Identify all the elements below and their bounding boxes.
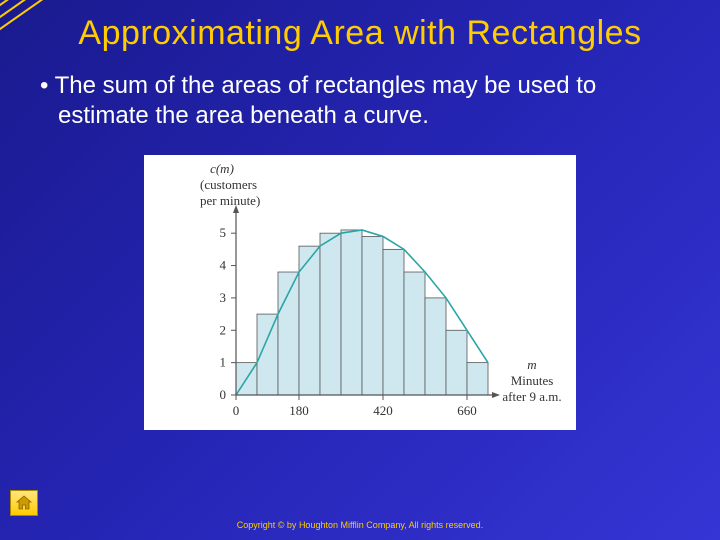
slide-title: Approximating Area with Rectangles xyxy=(0,0,720,53)
svg-text:Minutes: Minutes xyxy=(511,373,554,388)
svg-text:(customers: (customers xyxy=(200,177,257,192)
svg-text:3: 3 xyxy=(220,290,227,305)
svg-text:1: 1 xyxy=(220,355,227,370)
svg-text:4: 4 xyxy=(220,258,227,273)
copyright-footer: Copyright © by Houghton Mifflin Company,… xyxy=(0,520,720,530)
svg-text:180: 180 xyxy=(289,403,309,418)
bullet-list: The sum of the areas of rectangles may b… xyxy=(0,53,720,141)
svg-text:0: 0 xyxy=(220,387,227,402)
svg-text:660: 660 xyxy=(457,403,477,418)
chart-figure: 0 1 2 3 4 5 0 180 420 660 c(m)(customersper minute… xyxy=(144,155,576,430)
svg-text:m: m xyxy=(527,357,536,372)
svg-text:420: 420 xyxy=(373,403,393,418)
svg-text:2: 2 xyxy=(220,322,227,337)
svg-text:after 9 a.m.: after 9 a.m. xyxy=(502,389,561,404)
home-icon xyxy=(15,495,33,511)
svg-text:0: 0 xyxy=(233,403,240,418)
svg-text:per minute): per minute) xyxy=(200,193,260,208)
svg-text:5: 5 xyxy=(220,225,227,240)
svg-text:c(m): c(m) xyxy=(210,161,234,176)
home-button[interactable] xyxy=(10,490,38,516)
riemann-chart: 0 1 2 3 4 5 0 180 420 660 c(m)(customersper minute… xyxy=(144,155,576,430)
bullet-item: The sum of the areas of rectangles may b… xyxy=(40,71,680,131)
